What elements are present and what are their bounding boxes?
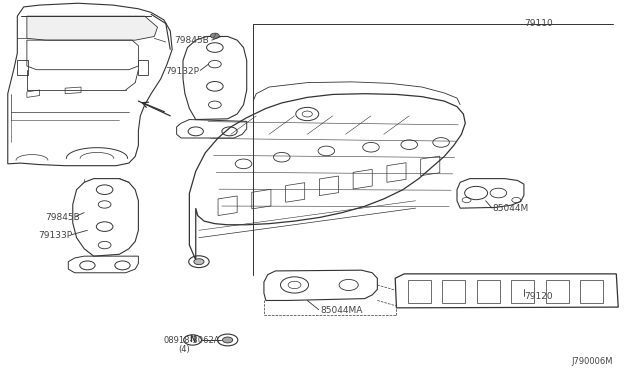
Text: 79845B: 79845B (173, 36, 209, 45)
Text: 79845B: 79845B (45, 213, 79, 222)
Circle shape (223, 337, 233, 343)
Text: 79132P: 79132P (165, 67, 199, 76)
Text: 79110: 79110 (524, 19, 553, 28)
Text: J790006M: J790006M (572, 357, 613, 366)
Text: (4): (4) (179, 345, 190, 354)
Circle shape (194, 259, 204, 264)
Text: 79133P: 79133P (38, 231, 72, 240)
Circle shape (211, 33, 220, 38)
Text: 79120: 79120 (524, 292, 552, 301)
Text: 85044MA: 85044MA (320, 306, 362, 315)
Text: 85044M: 85044M (492, 204, 528, 214)
Text: 08918-3062A: 08918-3062A (164, 336, 220, 345)
Text: N: N (189, 336, 196, 344)
Polygon shape (27, 16, 157, 40)
